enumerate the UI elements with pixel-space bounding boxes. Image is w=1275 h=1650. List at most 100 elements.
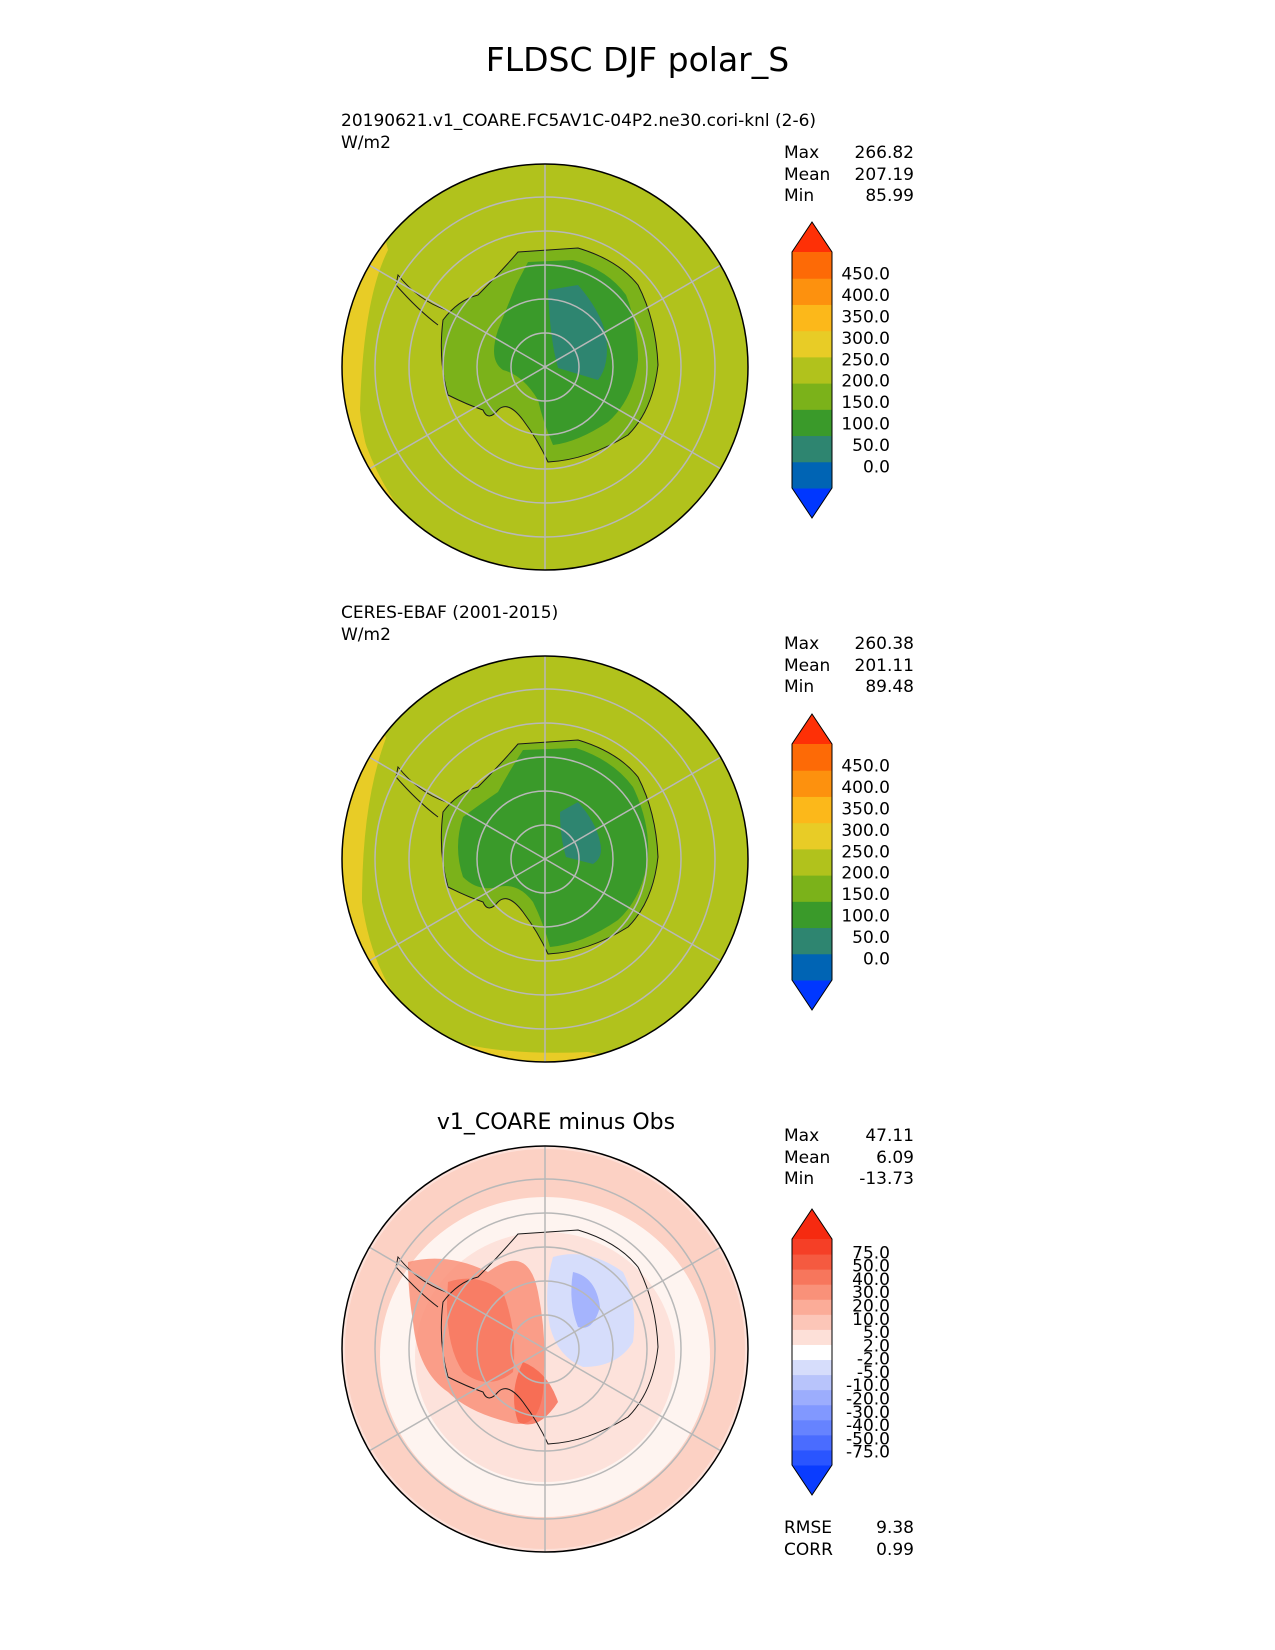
- colorbar-tick-label: 400.0: [841, 286, 890, 306]
- stat-value: 201.11: [854, 655, 914, 676]
- stat-mean-row: Mean 207.19: [784, 165, 914, 187]
- colorbar-extend-max: [792, 1209, 832, 1239]
- colorbar-segment: [792, 1314, 832, 1330]
- panel1-polar-map: [341, 163, 749, 571]
- colorbar-outline: [791, 713, 833, 1011]
- panel2-stats: Max 260.38 Mean 201.11 Min 89.48: [784, 634, 914, 699]
- colorbar-segment: [792, 770, 832, 797]
- figure-title: FLDSC DJF polar_S: [485, 40, 790, 79]
- colorbar-tick-label: 350.0: [841, 307, 890, 327]
- colorbar-extend-min: [792, 488, 832, 518]
- stat-value: 0.99: [876, 1539, 914, 1560]
- colorbar-tick-label: -10.0: [846, 1376, 890, 1396]
- panel1-stats: Max 266.82 Mean 207.19 Min 85.99: [784, 143, 914, 208]
- stat-label: RMSE: [784, 1518, 833, 1538]
- colorbar-segment: [792, 278, 832, 305]
- negative-anomaly: [571, 1272, 600, 1328]
- stat-value: 9.38: [876, 1518, 914, 1538]
- colorbar-segment: [792, 1404, 832, 1421]
- map-boundary: [341, 1145, 749, 1553]
- colorbar-segment: [792, 1269, 832, 1285]
- colorbar-segment: [792, 1254, 832, 1270]
- graticule: [368, 656, 722, 1062]
- stat-label: CORR: [784, 1539, 833, 1560]
- colorbar-tick-label: 350.0: [841, 799, 890, 819]
- panel2-polar-map: [341, 655, 749, 1063]
- colorbar-tick-label: -50.0: [846, 1429, 890, 1449]
- panel2-units: W/m2: [341, 625, 391, 645]
- colorbar-segment: [792, 1434, 832, 1451]
- colorbar-segment: [792, 409, 832, 437]
- stat-label: Min: [784, 1169, 815, 1189]
- colorbar-tick-label: -5.0: [857, 1363, 890, 1383]
- colorbar-extend-min: [792, 1465, 832, 1495]
- stat-value: 47.11: [865, 1126, 914, 1146]
- stat-value: 207.19: [854, 164, 914, 185]
- colorbar-tick-label: 2.0: [863, 1336, 890, 1356]
- colorbar-tick-label: 200.0: [841, 864, 890, 884]
- colorbar-tick-label: 400.0: [841, 778, 890, 798]
- colorbar-tick-label: 250.0: [841, 842, 890, 862]
- map-boundary: [341, 163, 749, 571]
- colorbar-tick-label: 200.0: [841, 372, 890, 392]
- colorbar-tick-label: 50.0: [852, 928, 890, 948]
- colorbar-segment: [792, 1344, 832, 1361]
- colorbar-tick-label: 30.0: [852, 1283, 890, 1303]
- colorbar-segment: [792, 461, 832, 489]
- colorbar-segment: [792, 744, 832, 771]
- colorbar-tick-label: 20.0: [852, 1296, 890, 1316]
- colorbar-tick-label: 0.0: [863, 458, 890, 478]
- colorbar-tick-label: 100.0: [841, 907, 890, 927]
- colorbar-segment: [792, 383, 832, 410]
- colorbar-tick-label: 50.0: [852, 1257, 890, 1277]
- colorbar-tick-label: 250.0: [841, 350, 890, 370]
- stat-value: -13.73: [859, 1169, 914, 1189]
- stat-min-row: Min -13.73: [784, 1169, 914, 1191]
- panel1-units: W/m2: [341, 133, 391, 153]
- stat-label: Max: [784, 634, 820, 654]
- stat-min-row: Min 89.48: [784, 677, 914, 699]
- panel3-colorbar: 75.050.040.030.020.010.05.02.0-2.0-5.0-1…: [791, 1208, 890, 1496]
- stat-min-row: Min 85.99: [784, 186, 914, 208]
- colorbar-outline: [791, 221, 833, 519]
- colorbar-segment: [792, 435, 832, 463]
- colorbar-segment: [792, 822, 832, 850]
- colorbar-segment: [792, 1299, 832, 1315]
- colorbar-segment: [792, 1449, 832, 1466]
- panel3-polar-map: [341, 1145, 749, 1553]
- colorbar-segment: [792, 330, 832, 358]
- colorbar-segment: [792, 1284, 832, 1300]
- colorbar-tick-label: -40.0: [846, 1416, 890, 1436]
- colorbar-tick-label: -2.0: [857, 1350, 890, 1370]
- stat-value: 266.82: [854, 143, 914, 163]
- panel1-title: 20190621.v1_COARE.FC5AV1C-04P2.ne30.cori…: [341, 111, 817, 131]
- colorbar-tick-label: 300.0: [841, 821, 890, 841]
- stat-value: 260.38: [854, 634, 914, 654]
- stat-max-row: Max 266.82: [784, 143, 914, 165]
- colorbar-segment: [792, 875, 832, 902]
- colorbar-segment: [792, 1329, 832, 1345]
- colorbar-tick-label: -20.0: [846, 1390, 890, 1410]
- colorbar-tick-label: 75.0: [852, 1243, 890, 1263]
- colorbar-tick-label: -75.0: [846, 1443, 890, 1463]
- stat-corr-row: CORR 0.99: [784, 1540, 914, 1562]
- colorbar-tick-label: 450.0: [841, 264, 890, 284]
- colorbar-outline: [791, 1208, 833, 1496]
- colorbar-segment: [792, 1389, 832, 1406]
- stat-label: Min: [784, 677, 815, 697]
- stat-label: Max: [784, 143, 820, 163]
- colorbar-segment: [792, 848, 832, 876]
- colorbar-tick-label: 150.0: [841, 885, 890, 905]
- stat-rmse-row: RMSE 9.38: [784, 1518, 914, 1540]
- colorbar-tick-label: 300.0: [841, 329, 890, 349]
- colorbar-segment: [792, 1359, 832, 1376]
- colorbar-tick-label: 0.0: [863, 950, 890, 970]
- colorbar-extend-max: [792, 714, 832, 744]
- stat-mean-row: Mean 201.11: [784, 656, 914, 678]
- colorbar-tick-label: 150.0: [841, 393, 890, 413]
- map-boundary: [341, 655, 749, 1063]
- stat-max-row: Max 47.11: [784, 1126, 914, 1148]
- coastline: [395, 739, 659, 955]
- stat-value: 85.99: [865, 186, 914, 206]
- stat-label: Mean: [784, 655, 831, 676]
